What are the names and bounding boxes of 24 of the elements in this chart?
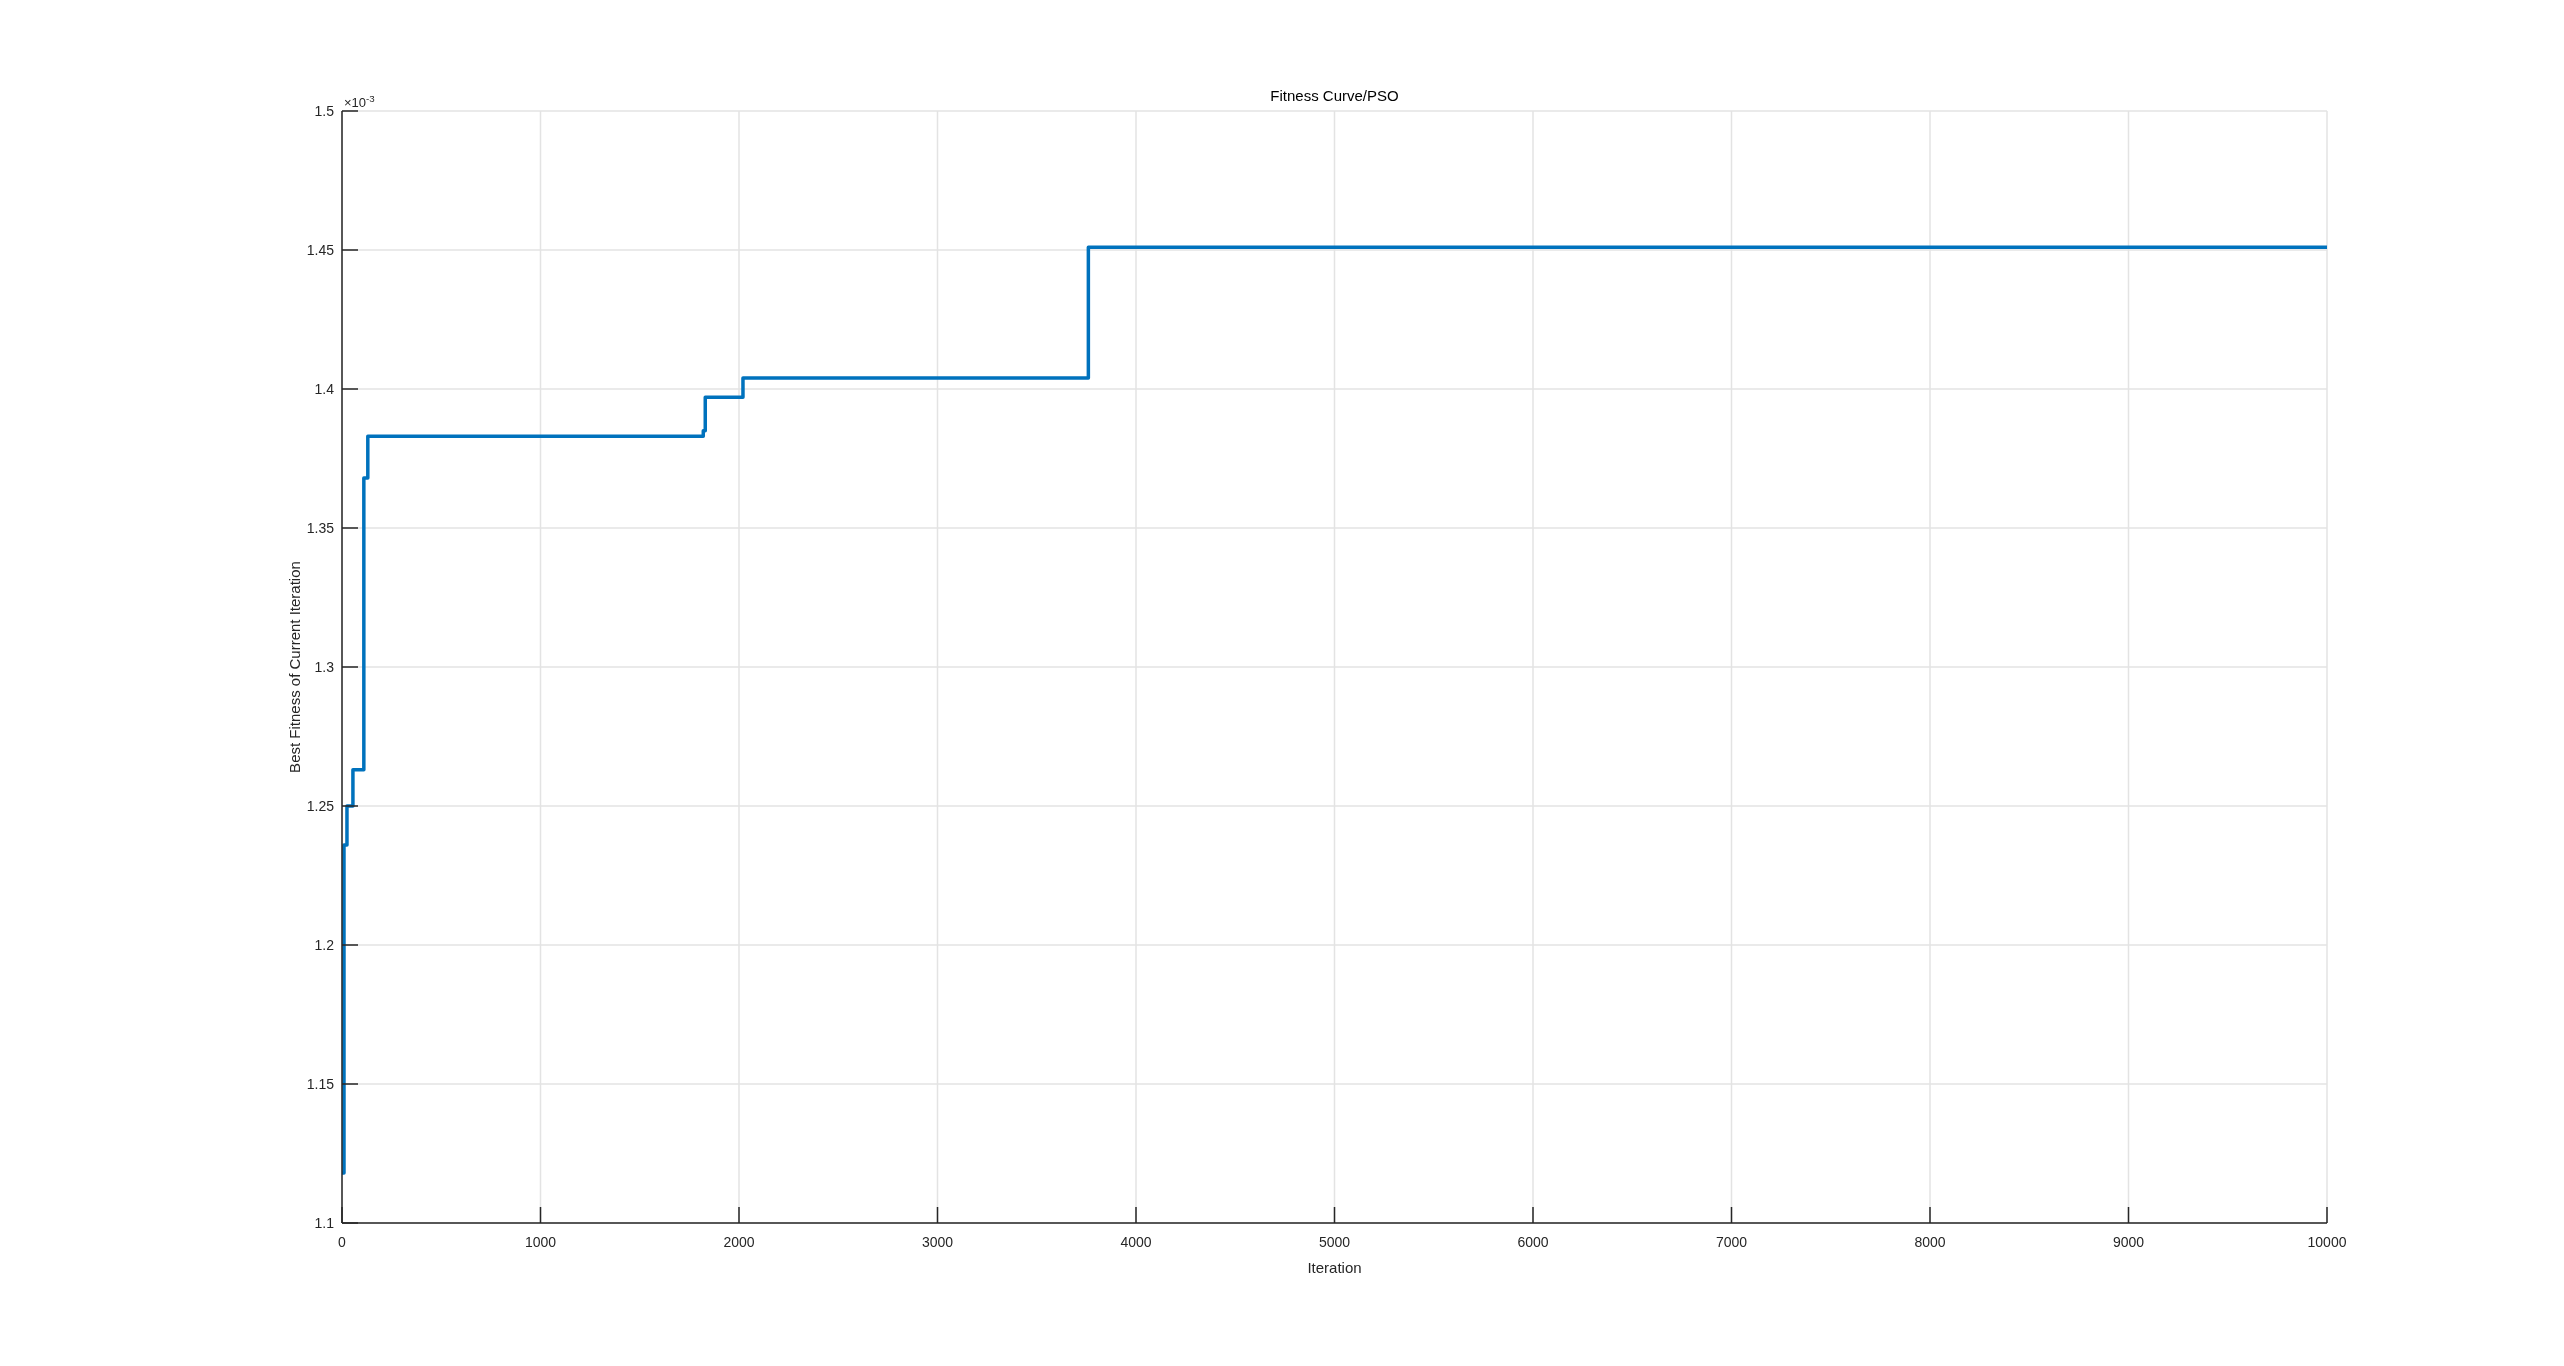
x-tick-label: 8000	[1914, 1234, 1946, 1250]
x-tick-label: 1000	[524, 1234, 557, 1250]
x-tick-label: 0	[338, 1234, 347, 1250]
x-tick-label: 7000	[1715, 1234, 1748, 1250]
y-tick-label: 1.4	[314, 381, 335, 397]
chart-title: Fitness Curve/PSO	[1270, 87, 1399, 104]
x-tick-label: 4000	[1120, 1234, 1152, 1250]
y-axis-title: Best Fitness of Current Iteration	[286, 561, 303, 773]
x-tick-label: 5000	[1318, 1234, 1351, 1250]
x-axis-title: Iteration	[1307, 1259, 1362, 1276]
y-tick-label: 1.2	[314, 937, 335, 953]
y-tick-label: 1.35	[306, 520, 335, 536]
y-tick-label: 1.45	[306, 242, 335, 258]
y-tick-label: 1.5	[314, 103, 335, 119]
y-tick-label: 1.1	[314, 1215, 335, 1231]
x-tick-label: 10000	[2307, 1234, 2347, 1250]
y-tick-label: 1.15	[306, 1076, 335, 1092]
x-tick-label: 2000	[723, 1234, 755, 1250]
x-tick-label: 9000	[2112, 1234, 2145, 1250]
x-tick-label: 6000	[1517, 1234, 1549, 1250]
y-tick-label: 1.25	[306, 798, 335, 814]
text: ×10$^{-3}$	[344, 92, 375, 110]
x-tick-label: 3000	[921, 1234, 954, 1250]
y-tick-label: 1.3	[314, 659, 335, 675]
